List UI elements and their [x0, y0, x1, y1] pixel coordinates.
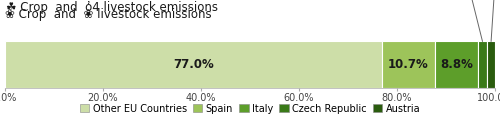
Bar	[434, 41, 478, 88]
Text: 1.9%: 1.9%	[446, 0, 482, 41]
Text: ❀ Crop  and  ❀ livestock emissions: ❀ Crop and ❀ livestock emissions	[5, 8, 212, 21]
Text: 1.6%: 1.6%	[482, 0, 500, 41]
Text: 77.0%: 77.0%	[174, 58, 214, 71]
Legend: Other EU Countries, Spain, Italy, Czech Republic, Austria: Other EU Countries, Spain, Italy, Czech …	[76, 100, 424, 117]
Text: 8.8%: 8.8%	[440, 58, 472, 71]
Bar	[5, 41, 382, 88]
Bar	[478, 41, 487, 88]
Bar	[382, 41, 434, 88]
Text: 10.7%: 10.7%	[388, 58, 429, 71]
Bar	[487, 41, 495, 88]
Text: ☘ Crop  and  ὀ4 livestock emissions: ☘ Crop and ὀ4 livestock emissions	[6, 1, 218, 14]
